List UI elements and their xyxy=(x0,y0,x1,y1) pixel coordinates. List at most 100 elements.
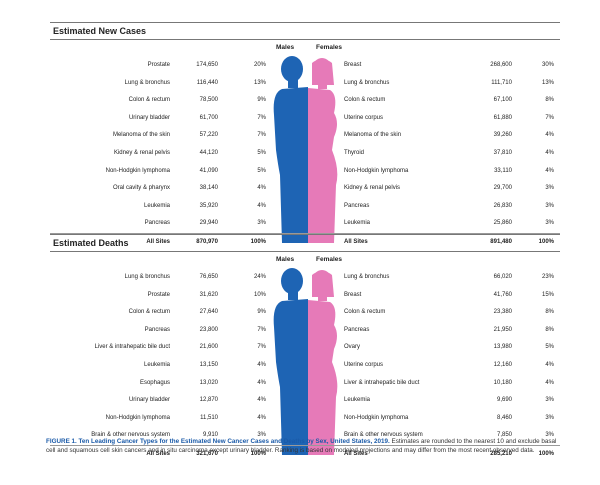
female-count: 23,380 xyxy=(493,309,512,316)
male-percent: 9% xyxy=(257,309,266,316)
male-count: 35,920 xyxy=(199,202,218,209)
female-count: 26,830 xyxy=(493,202,512,209)
male-percent: 9% xyxy=(257,97,266,104)
female-percent: 7% xyxy=(545,114,554,121)
male-count: 116,440 xyxy=(196,79,218,86)
male-count: 78,500 xyxy=(199,97,218,104)
male-site-name: Lung & bronchus xyxy=(124,274,170,280)
female-percent: 4% xyxy=(545,361,554,368)
table-row: Pancreas 29,940 3% Leukemia 25,860 3% xyxy=(50,215,560,233)
male-site-name: Prostate xyxy=(147,291,170,298)
table-row: Non-Hodgkin lymphoma 41,090 5% Non-Hodgkin … xyxy=(50,163,560,181)
table-row: Colon & rectum 78,500 9% Colon & rectum 67,1… xyxy=(50,92,560,110)
table-row: Prostate 31,620 10% Breast 41,760 15% xyxy=(50,287,560,305)
male-percent: 4% xyxy=(257,414,266,421)
deaths-table: Lung & bronchus 76,650 24% Lung & bronchus 6… xyxy=(50,269,560,464)
table-row: Leukemia 13,150 4% Uterine corpus 12,160 4% xyxy=(50,357,560,375)
table-row: Urinary bladder 12,870 4% Leukemia 9,690 3% xyxy=(50,392,560,410)
male-site-name: Melanoma of the skin xyxy=(112,132,170,139)
male-count: 174,650 xyxy=(196,62,218,68)
male-count: 321,670 xyxy=(196,450,218,457)
female-site-name: Brain & other nervous system xyxy=(344,432,423,439)
male-percent: 5% xyxy=(257,167,266,174)
male-site-name: Oral cavity & pharynx xyxy=(112,185,170,192)
male-percent: 10% xyxy=(253,291,266,298)
female-count: 67,100 xyxy=(493,97,512,104)
female-site-name: Lung & bronchus xyxy=(344,79,390,86)
male-percent: 4% xyxy=(257,361,266,368)
male-site-name: Prostate xyxy=(147,62,170,68)
female-percent: 4% xyxy=(545,149,554,156)
female-site-name: Uterine corpus xyxy=(344,114,384,121)
female-percent: 3% xyxy=(545,432,554,439)
female-count: 9,690 xyxy=(496,397,512,404)
female-count: 61,880 xyxy=(493,114,512,121)
male-site-name: Urinary bladder xyxy=(128,397,170,404)
table-row: Lung & bronchus 116,440 13% Lung & bronchus… xyxy=(50,75,560,93)
total-row: All Sites 321,670 100% All Sites 285,210 100% xyxy=(50,444,560,464)
table-row: Leukemia 35,920 4% Pancreas 26,830 3% xyxy=(50,198,560,216)
male-site-name: Urinary bladder xyxy=(128,114,170,121)
female-count: 10,180 xyxy=(493,379,512,386)
male-site-name: Kidney & renal pelvis xyxy=(113,149,170,156)
female-site-name: Leukemia xyxy=(344,220,371,227)
females-label: Females xyxy=(316,256,343,263)
female-percent: 13% xyxy=(541,79,554,86)
female-percent: 3% xyxy=(545,414,554,421)
male-silhouette-icon xyxy=(273,268,308,455)
male-percent: 100% xyxy=(250,450,266,457)
male-silhouette-icon xyxy=(273,56,308,243)
male-site-name: Esophagus xyxy=(139,379,170,386)
male-percent: 4% xyxy=(257,397,266,404)
male-percent: 13% xyxy=(253,79,266,86)
female-percent: 3% xyxy=(545,202,554,209)
female-count: 41,760 xyxy=(493,291,512,298)
male-percent: 7% xyxy=(257,344,266,351)
section-title: Estimated Deaths xyxy=(50,234,560,252)
male-site-name: Lung & bronchus xyxy=(124,79,170,86)
female-site-name: Liver & intrahepatic bile duct xyxy=(344,379,420,386)
male-count: 57,220 xyxy=(199,132,218,139)
table-row: Liver & intrahepatic bile duct 21,600 7% Ov… xyxy=(50,339,560,357)
male-percent: 4% xyxy=(257,202,266,209)
female-site-name: Non-Hodgkin lymphoma xyxy=(344,167,409,174)
female-count: 7,850 xyxy=(496,432,512,439)
table-row: Lung & bronchus 76,650 24% Lung & bronchus 6… xyxy=(50,269,560,287)
male-count: 76,650 xyxy=(199,274,218,280)
female-site-name: Ovary xyxy=(344,344,361,351)
caption-label: FIGURE 1. Ten Leading Cancer Types for t… xyxy=(46,438,390,445)
female-percent: 4% xyxy=(545,167,554,174)
table-row: Non-Hodgkin lymphoma 11,510 4% Non-Hodgkin … xyxy=(50,410,560,428)
table-row: Prostate 174,650 20% Breast 268,600 30% xyxy=(50,57,560,75)
female-site-name: Colon & rectum xyxy=(344,309,386,316)
male-count: 31,620 xyxy=(199,291,218,298)
male-site-name: All Sites xyxy=(146,238,170,245)
male-percent: 4% xyxy=(257,185,266,192)
female-count: 37,810 xyxy=(493,149,512,156)
male-site-name: Pancreas xyxy=(144,326,170,333)
male-percent: 3% xyxy=(257,220,266,227)
male-count: 61,700 xyxy=(199,114,218,121)
female-site-name: Breast xyxy=(344,62,362,68)
table-row: Colon & rectum 27,640 9% Colon & rectum 23,3… xyxy=(50,304,560,322)
male-count: 38,140 xyxy=(199,185,218,192)
female-percent: 5% xyxy=(545,344,554,351)
female-count: 25,860 xyxy=(493,220,512,227)
female-site-name: Pancreas xyxy=(344,202,370,209)
female-count: 12,160 xyxy=(493,361,512,368)
female-percent: 23% xyxy=(541,274,554,280)
female-count: 285,210 xyxy=(490,450,512,457)
male-site-name: All Sites xyxy=(146,450,170,457)
female-count: 21,950 xyxy=(493,326,512,333)
deaths-section: Estimated Deaths Males Females Lung & br… xyxy=(50,234,560,457)
male-count: 9,910 xyxy=(202,432,218,439)
caption-text: Estimates are rounded to the nearest 10 … xyxy=(46,438,557,454)
female-silhouette-icon xyxy=(308,270,338,455)
male-count: 870,970 xyxy=(196,238,218,245)
female-count: 268,600 xyxy=(490,62,512,68)
female-count: 891,480 xyxy=(490,238,512,245)
female-site-name: Pancreas xyxy=(344,326,370,333)
male-percent: 7% xyxy=(257,132,266,139)
female-site-name: All Sites xyxy=(344,238,368,245)
male-percent: 3% xyxy=(257,432,266,439)
